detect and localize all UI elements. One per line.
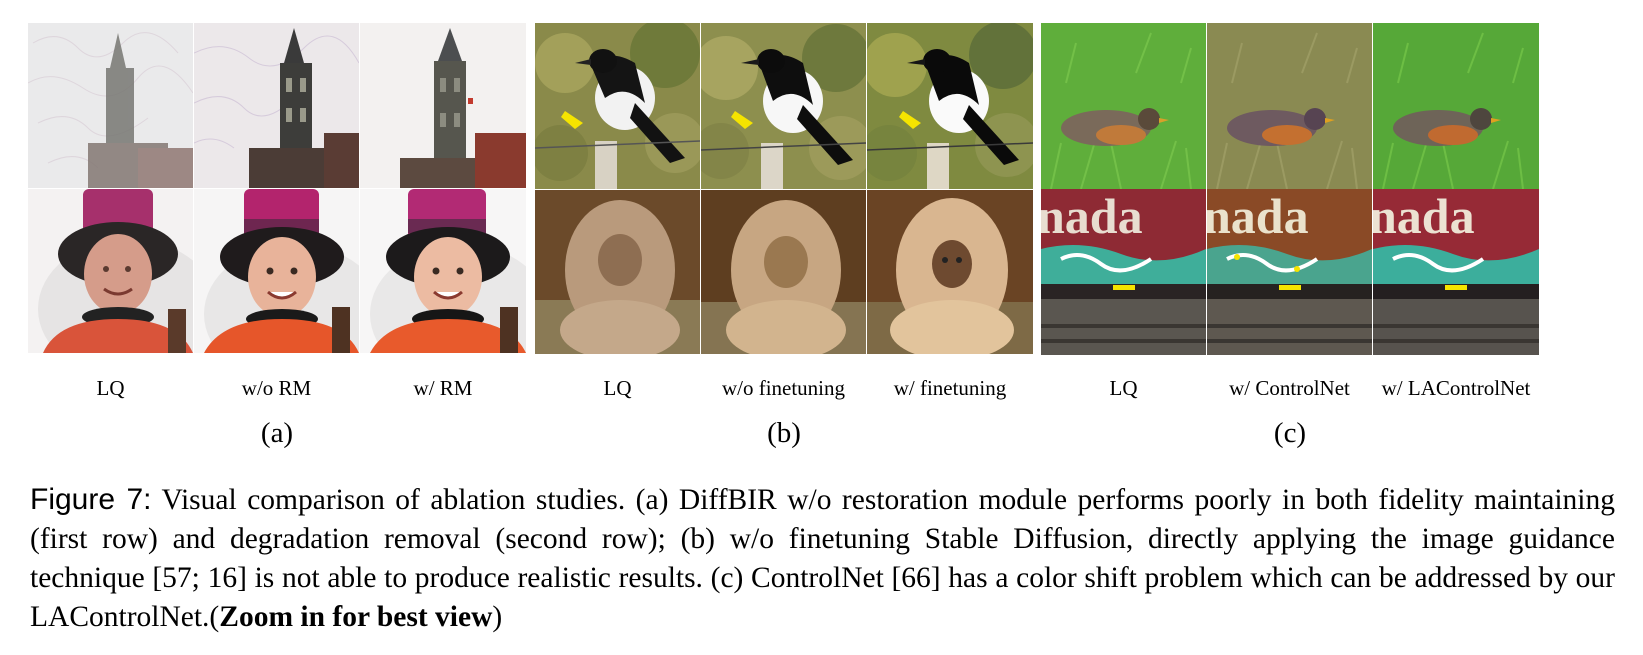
column-label: LQ xyxy=(1109,376,1138,400)
robin-lq-image xyxy=(1041,23,1206,189)
train-lettering: nada xyxy=(1373,189,1475,244)
column-label: w/ LAControlNet xyxy=(1381,376,1531,400)
figure-caption: Figure 7: Visual comparison of ablation … xyxy=(30,480,1615,637)
column-label: w/ finetuning xyxy=(893,376,1007,400)
boy-without-rm-image xyxy=(194,189,359,353)
caption-text: Visual comparison of ablation studies. (… xyxy=(30,484,1615,633)
tower-without-rm-image xyxy=(194,23,359,188)
poodle-lq-image xyxy=(535,190,700,354)
robin-with-controlnet-image xyxy=(1207,23,1372,189)
panel-a: LQ w/o RM w/ RM (a) xyxy=(28,23,526,449)
poodle-with-finetuning-image xyxy=(867,190,1033,354)
train-lettering: nada xyxy=(1207,189,1309,244)
tower-with-rm-image xyxy=(360,23,526,188)
caption-emphasis: Zoom in for best view xyxy=(219,601,493,633)
panel-label: (b) xyxy=(767,417,801,449)
boy-lq-image xyxy=(28,189,193,353)
column-label: w/ RM xyxy=(413,376,473,400)
column-label: w/ ControlNet xyxy=(1229,376,1350,400)
tower-lq-image xyxy=(28,23,193,188)
magpie-without-finetuning-image xyxy=(701,23,866,189)
panel-c: nada nada xyxy=(1041,23,1539,449)
train-lq-image: nada xyxy=(1041,189,1206,355)
train-lettering: nada xyxy=(1041,189,1143,244)
column-label: w/o RM xyxy=(241,376,312,400)
magpie-with-finetuning-image xyxy=(867,23,1033,189)
column-label: LQ xyxy=(603,376,632,400)
column-label: w/o finetuning xyxy=(721,376,846,400)
train-with-lacontrolnet-image: nada xyxy=(1373,189,1539,355)
panel-label: (c) xyxy=(1273,417,1307,449)
train-with-controlnet-image: nada xyxy=(1207,189,1372,355)
robin-with-lacontrolnet-image xyxy=(1373,23,1539,189)
column-label: LQ xyxy=(96,376,125,400)
figure-label: Figure 7: xyxy=(30,483,152,516)
panel-label: (a) xyxy=(260,417,294,449)
caption-end: ) xyxy=(492,601,503,633)
poodle-without-finetuning-image xyxy=(701,190,866,354)
panel-b: LQ w/o finetuning w/ finetuning (b) xyxy=(535,23,1033,449)
magpie-lq-image xyxy=(535,23,700,189)
boy-with-rm-image xyxy=(360,189,526,353)
